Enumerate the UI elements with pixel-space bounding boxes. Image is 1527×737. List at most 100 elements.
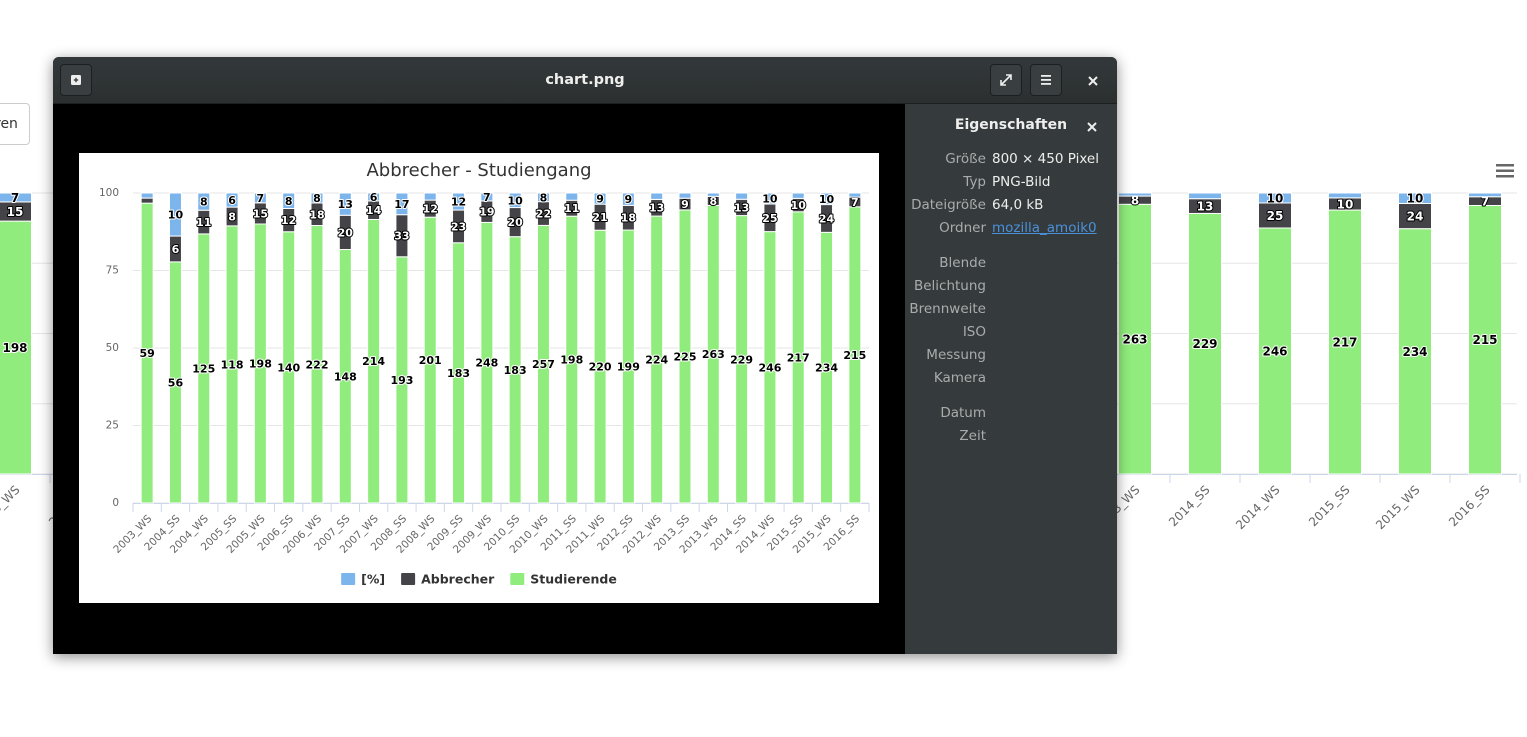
data-label: 7 bbox=[257, 192, 265, 205]
data-label: 246 bbox=[1262, 345, 1287, 359]
data-label: 220 bbox=[589, 361, 612, 374]
data-label: 257 bbox=[532, 358, 555, 371]
data-label: 20 bbox=[507, 216, 523, 229]
data-label: 33 bbox=[394, 230, 409, 243]
background-button[interactable]: ren bbox=[0, 103, 30, 145]
data-label: 10 bbox=[507, 194, 523, 207]
data-label: 234 bbox=[1402, 345, 1427, 359]
bar-segment bbox=[848, 192, 862, 198]
x-tick-label: 2015_WS bbox=[1373, 483, 1423, 533]
data-label: 10 bbox=[791, 199, 807, 212]
data-label: 10 bbox=[1267, 192, 1284, 206]
data-label: 140 bbox=[277, 361, 300, 374]
data-label: 25 bbox=[762, 212, 777, 225]
data-label: 263 bbox=[702, 348, 725, 361]
fullscreen-button[interactable] bbox=[990, 64, 1022, 96]
bar-segment bbox=[706, 192, 720, 197]
bar-segment bbox=[395, 192, 409, 216]
data-label: 263 bbox=[1122, 333, 1147, 347]
bar-segment bbox=[565, 192, 579, 201]
data-label: 11 bbox=[564, 202, 579, 215]
bar-segment bbox=[310, 192, 324, 204]
data-label: 10 bbox=[762, 193, 778, 206]
x-tick-label: 2015_SS bbox=[1306, 483, 1353, 530]
chart-menu-icon[interactable] bbox=[1496, 164, 1514, 178]
data-label: 7 bbox=[483, 191, 491, 204]
close-button[interactable] bbox=[1085, 73, 1101, 89]
data-label: 224 bbox=[645, 354, 668, 367]
bar-segment bbox=[1468, 204, 1502, 475]
property-label: Belichtung bbox=[913, 278, 986, 294]
data-label: 7 bbox=[851, 196, 859, 209]
bar-segment bbox=[338, 192, 352, 216]
data-label: 8 bbox=[228, 210, 236, 223]
data-label: 10 bbox=[1407, 192, 1424, 206]
legend-swatch bbox=[341, 573, 356, 585]
data-label: 10 bbox=[168, 209, 184, 222]
bar-segment bbox=[140, 197, 154, 204]
data-label: 193 bbox=[390, 374, 413, 387]
data-label: 229 bbox=[1192, 337, 1217, 351]
data-label: 201 bbox=[419, 354, 442, 367]
property-label: Messung bbox=[926, 347, 986, 363]
bar-segment bbox=[650, 192, 664, 200]
data-label: 21 bbox=[592, 211, 607, 224]
property-label: Kamera bbox=[933, 370, 986, 386]
data-label: 59 bbox=[139, 347, 154, 360]
data-label: 10 bbox=[1337, 197, 1354, 211]
data-label: 246 bbox=[758, 361, 781, 374]
window-title: chart.png bbox=[545, 72, 625, 88]
property-label: Ordner bbox=[939, 220, 986, 236]
panel-close[interactable] bbox=[1085, 120, 1099, 134]
properties-panel: Eigenschaften Größe 800 × 450 Pixel Typ PNG… bbox=[905, 104, 1117, 654]
data-label: 13 bbox=[1197, 200, 1214, 214]
data-label: 9 bbox=[596, 193, 604, 206]
property-label: Blende bbox=[939, 255, 986, 271]
data-label: 20 bbox=[338, 226, 354, 239]
header-bar: chart.png bbox=[53, 57, 1117, 104]
property-link[interactable]: mozilla_amoik0 bbox=[992, 220, 1097, 236]
data-label: 198 bbox=[2, 341, 27, 355]
data-label: 23 bbox=[451, 220, 466, 233]
chart-title: Abbrecher - Studiengang bbox=[366, 160, 591, 181]
y-tick-label: 75 bbox=[106, 265, 119, 277]
data-label: 18 bbox=[621, 212, 636, 225]
new-button[interactable] bbox=[60, 64, 92, 96]
data-label: 7 bbox=[1481, 195, 1489, 209]
bar-segment bbox=[367, 192, 381, 202]
bar-segment bbox=[678, 192, 692, 199]
x-tick-label: 2014_WS bbox=[1233, 483, 1283, 533]
bar-segment bbox=[282, 192, 296, 209]
data-label: 12 bbox=[423, 203, 438, 216]
data-label: 8 bbox=[540, 191, 548, 204]
bar-segment bbox=[1258, 227, 1292, 475]
legend: [%] Abbrecher Studierende bbox=[341, 572, 617, 587]
data-label: 217 bbox=[787, 351, 810, 364]
icon bbox=[1041, 75, 1051, 85]
property-label: Zeit bbox=[959, 428, 986, 444]
data-label: 6 bbox=[370, 191, 378, 204]
data-label: 222 bbox=[306, 358, 329, 371]
property-label: Brennweite bbox=[909, 301, 986, 317]
data-label: 11 bbox=[196, 216, 211, 229]
data-label: 15 bbox=[7, 205, 24, 219]
data-label: 198 bbox=[249, 358, 272, 371]
bar-segment bbox=[1398, 192, 1432, 204]
data-label: 215 bbox=[1472, 333, 1497, 347]
bar-segment bbox=[1118, 203, 1152, 475]
data-label: 13 bbox=[338, 198, 353, 211]
data-label: 8 bbox=[200, 196, 208, 209]
bar-segment bbox=[225, 192, 239, 208]
data-label: 234 bbox=[815, 362, 838, 375]
property-label: Datum bbox=[940, 405, 986, 421]
bar-segment bbox=[423, 192, 437, 201]
data-label: 6 bbox=[172, 243, 180, 256]
menu-button[interactable] bbox=[1030, 64, 1062, 96]
bar-segment bbox=[1468, 192, 1502, 198]
data-label: 125 bbox=[192, 362, 215, 375]
bar-segment bbox=[1398, 202, 1432, 230]
bar-segment bbox=[0, 192, 32, 203]
y-tick-label: 0 bbox=[112, 497, 119, 509]
data-label: 12 bbox=[451, 196, 466, 209]
data-label: 214 bbox=[362, 355, 385, 368]
